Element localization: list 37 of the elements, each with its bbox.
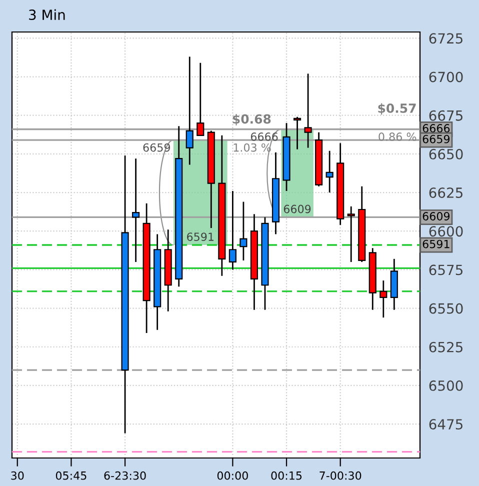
ref-line-label: 6609 <box>422 212 450 220</box>
chart-title: 3 Min <box>29 9 65 20</box>
candlestick <box>196 62 204 136</box>
y-tick-label: 6525 <box>429 342 462 352</box>
candlestick <box>380 280 388 318</box>
candlestick <box>240 201 248 262</box>
annotation: $0.57 <box>378 103 416 115</box>
y-tick-label: 6675 <box>429 110 462 121</box>
x-tick-label: 00:00 <box>217 471 248 480</box>
candlestick <box>132 158 140 263</box>
candlestick <box>293 116 302 150</box>
annotation: 0.86 % <box>378 132 416 141</box>
y-tick-label: 6700 <box>429 72 463 82</box>
x-tick-label: 30 <box>11 471 24 480</box>
ref-line-label: 6666 <box>422 124 450 132</box>
y-tick-label: 6625 <box>429 187 462 198</box>
annotation: 6591 <box>187 232 214 241</box>
x-tick-label: 6-23:30 <box>104 471 146 480</box>
y-tick-label: 6500 <box>429 380 463 391</box>
x-tick-label: 00:15 <box>271 471 302 480</box>
x-tick-label: 7-00:30 <box>320 471 362 480</box>
candlestick <box>186 56 194 166</box>
y-tick-label: 6600 <box>429 226 463 237</box>
candlestick <box>347 206 355 263</box>
annotation: 6609 <box>284 204 311 214</box>
candlestick <box>326 150 334 194</box>
y-tick-label: 6550 <box>429 303 463 314</box>
candlestick <box>304 72 312 148</box>
ref-line-label: 6659 <box>422 134 450 144</box>
y-tick-label: 6725 <box>429 33 462 44</box>
y-tick-label: 6650 <box>429 148 463 160</box>
y-tick-label: 6575 <box>429 264 462 276</box>
x-tick-label: 05:45 <box>56 471 86 480</box>
annotation: $0.68 <box>232 114 271 126</box>
ref-line-label: 6591 <box>422 240 450 248</box>
candlestick <box>228 190 236 270</box>
y-tick-label: 6475 <box>429 419 462 430</box>
